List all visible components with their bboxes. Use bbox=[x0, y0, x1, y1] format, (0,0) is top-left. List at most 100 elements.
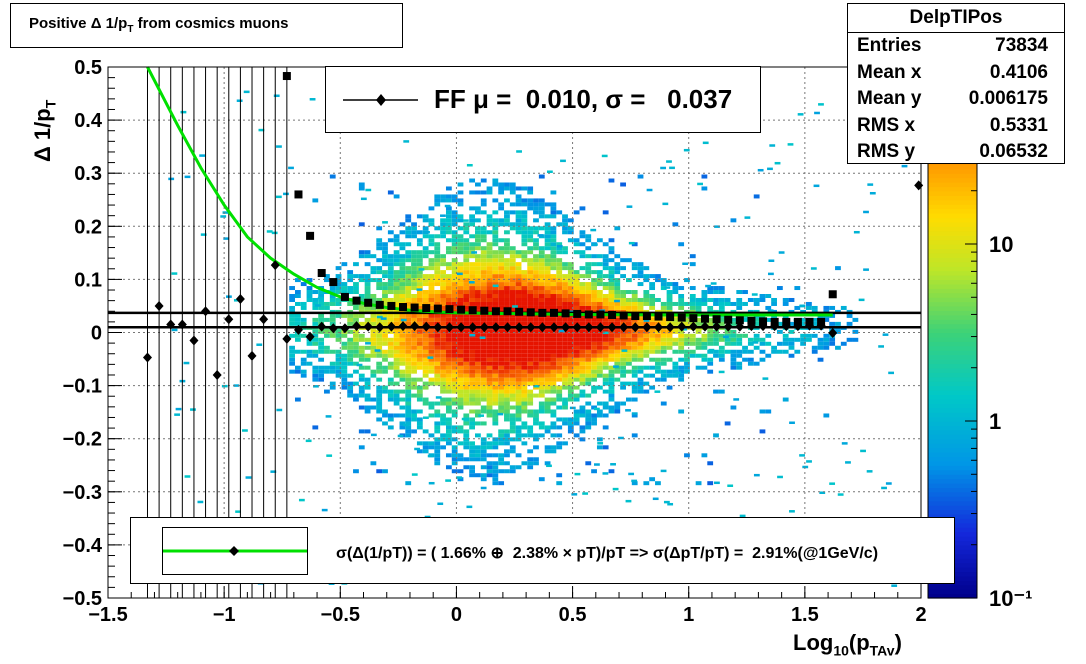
heatmap-cell bbox=[416, 385, 423, 390]
heatmap-cell bbox=[550, 305, 557, 310]
heatmap-cell bbox=[469, 349, 476, 354]
heatmap-cell bbox=[347, 313, 354, 318]
heatmap-cell bbox=[370, 317, 377, 322]
heatmap-cell bbox=[358, 182, 365, 187]
heatmap-cell bbox=[620, 297, 626, 302]
heatmap-cell bbox=[544, 341, 551, 346]
heatmap-cell bbox=[451, 453, 458, 458]
heatmap-cell bbox=[765, 333, 772, 338]
x-tick-label: 1.5 bbox=[791, 604, 819, 626]
heatmap-cell bbox=[294, 369, 301, 374]
heatmap-cell bbox=[509, 465, 516, 470]
heatmap-cell bbox=[823, 341, 830, 346]
heatmap-cell bbox=[625, 369, 632, 374]
heatmap-cell bbox=[457, 317, 464, 322]
heatmap-cell bbox=[521, 349, 528, 354]
heatmap-cell bbox=[492, 385, 499, 390]
heatmap-cell bbox=[416, 361, 423, 366]
heatmap-cell bbox=[486, 190, 493, 195]
heatmap-cell bbox=[736, 290, 743, 295]
palette-cell bbox=[928, 292, 977, 298]
heatmap-cell bbox=[434, 453, 441, 458]
heatmap-cell bbox=[608, 317, 615, 322]
heatmap-cell bbox=[492, 230, 499, 235]
heatmap-cell bbox=[608, 389, 615, 394]
heatmap-cell bbox=[463, 353, 470, 358]
heatmap-cell bbox=[620, 385, 626, 390]
diamond-marker bbox=[479, 322, 489, 333]
heatmap-cell bbox=[324, 317, 330, 322]
heatmap-cell bbox=[294, 317, 301, 322]
heatmap-cell bbox=[544, 258, 551, 263]
heatmap-cell bbox=[318, 294, 325, 299]
heatmap-cell bbox=[411, 473, 418, 476]
heatmap-cell bbox=[451, 469, 458, 474]
heatmap-cell bbox=[643, 294, 650, 299]
heatmap-cell bbox=[370, 305, 377, 310]
heatmap-cell bbox=[469, 246, 476, 251]
heatmap-cell bbox=[440, 270, 446, 275]
heatmap-cell bbox=[393, 397, 400, 402]
heatmap-cell bbox=[713, 286, 719, 291]
heatmap-cell bbox=[509, 274, 516, 279]
heatmap-cell bbox=[486, 389, 493, 394]
heatmap-cell bbox=[602, 413, 609, 418]
heatmap-cell bbox=[562, 353, 568, 358]
heatmap-cell bbox=[387, 290, 394, 295]
heatmap-cell bbox=[637, 282, 644, 287]
heatmap-cell bbox=[364, 282, 371, 287]
heatmap-cell bbox=[405, 341, 412, 346]
heatmap-cell bbox=[509, 202, 516, 207]
heatmap-cell bbox=[556, 313, 563, 318]
heatmap-cell bbox=[608, 385, 615, 390]
heatmap-cell bbox=[521, 297, 528, 302]
heatmap-cell bbox=[457, 250, 464, 255]
heatmap-cell bbox=[486, 286, 493, 291]
heatmap-cell bbox=[718, 286, 725, 291]
heatmap-cell bbox=[799, 454, 805, 457]
heatmap-cell bbox=[434, 234, 441, 239]
heatmap-cell bbox=[256, 343, 263, 346]
heatmap-cell bbox=[445, 381, 452, 386]
heatmap-cell bbox=[509, 190, 516, 195]
heatmap-cell bbox=[742, 301, 748, 306]
heatmap-cell bbox=[463, 266, 470, 271]
heatmap-cell bbox=[695, 481, 702, 486]
heatmap-cell bbox=[515, 250, 522, 255]
heatmap-cell bbox=[573, 413, 580, 418]
heatmap-cell bbox=[405, 242, 412, 247]
heatmap-cell bbox=[556, 341, 563, 346]
heatmap-cell bbox=[445, 226, 452, 231]
heatmap-cell bbox=[556, 297, 563, 302]
heatmap-cell bbox=[399, 397, 406, 402]
heatmap-cell bbox=[652, 497, 659, 501]
heatmap-cell bbox=[416, 242, 423, 247]
heatmap-cell bbox=[382, 254, 388, 259]
heatmap-cell bbox=[445, 409, 452, 414]
heatmap-cell bbox=[376, 393, 383, 398]
heatmap-cell bbox=[428, 353, 435, 358]
heatmap-cell bbox=[504, 266, 510, 271]
heatmap-cell bbox=[399, 254, 406, 259]
heatmap-cell bbox=[649, 477, 656, 482]
heatmap-cell bbox=[550, 349, 557, 354]
heatmap-cell bbox=[579, 250, 586, 255]
heatmap-cell bbox=[492, 357, 499, 362]
heatmap-cell bbox=[324, 329, 330, 334]
heatmap-cell bbox=[428, 357, 435, 362]
heatmap-cell bbox=[608, 246, 615, 251]
heatmap-cell bbox=[428, 250, 435, 255]
square-marker bbox=[387, 301, 396, 310]
heatmap-cell bbox=[416, 297, 423, 302]
heatmap-cell bbox=[840, 305, 847, 310]
heatmap-cell bbox=[469, 337, 476, 342]
heatmap-cell bbox=[445, 297, 452, 302]
heatmap-cell bbox=[521, 210, 528, 215]
heatmap-cell bbox=[515, 365, 522, 370]
heatmap-cell bbox=[614, 405, 621, 410]
heatmap-cell bbox=[428, 234, 435, 239]
heatmap-cell bbox=[492, 409, 499, 414]
stats-row: RMS x 0.5331 bbox=[848, 113, 1064, 140]
heatmap-cell bbox=[608, 329, 615, 334]
heatmap-cell bbox=[463, 465, 470, 470]
